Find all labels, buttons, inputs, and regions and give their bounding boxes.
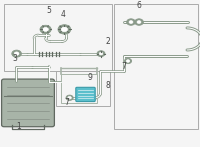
Circle shape	[58, 25, 71, 34]
Text: 8: 8	[106, 81, 110, 90]
Circle shape	[99, 52, 103, 55]
Circle shape	[135, 19, 143, 25]
Bar	[114, 4, 198, 129]
Text: 6: 6	[137, 1, 141, 10]
Text: 7: 7	[64, 98, 69, 107]
Circle shape	[127, 19, 135, 25]
Text: 5: 5	[47, 6, 51, 15]
Bar	[56, 71, 110, 106]
Text: 2: 2	[105, 37, 110, 46]
Circle shape	[124, 58, 132, 64]
Circle shape	[14, 52, 19, 55]
FancyBboxPatch shape	[2, 79, 54, 127]
Circle shape	[66, 95, 73, 100]
Circle shape	[97, 51, 105, 57]
Circle shape	[12, 50, 21, 57]
Circle shape	[129, 21, 133, 24]
Text: 7: 7	[121, 62, 126, 71]
Circle shape	[43, 27, 48, 31]
FancyBboxPatch shape	[76, 87, 95, 102]
Text: 4: 4	[61, 10, 65, 19]
Bar	[61, 74, 97, 103]
Text: 3: 3	[12, 54, 17, 63]
Circle shape	[68, 96, 71, 99]
Bar	[4, 4, 112, 71]
Circle shape	[126, 60, 130, 62]
Circle shape	[137, 21, 141, 24]
Text: 9: 9	[87, 73, 92, 82]
Text: 1: 1	[17, 122, 21, 131]
Circle shape	[40, 25, 51, 34]
Circle shape	[61, 27, 68, 32]
